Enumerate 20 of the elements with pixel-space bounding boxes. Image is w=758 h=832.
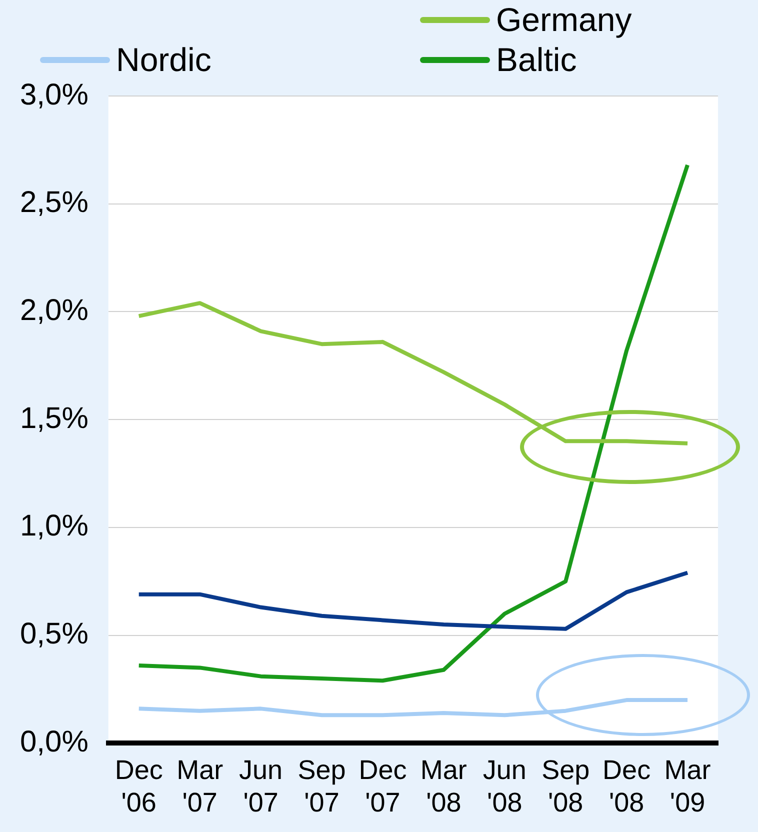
x-tick-label: Jun '07 <box>239 754 283 818</box>
y-tick-label: 3,0% <box>20 78 88 112</box>
x-tick-label: Sep '07 <box>298 754 346 818</box>
x-tick-label: Mar '07 <box>176 754 224 818</box>
x-tick-label: Jun '08 <box>482 754 526 818</box>
x-tick-label: Mar '08 <box>420 754 467 818</box>
y-tick-label: 1,5% <box>20 402 88 435</box>
x-tick-label: Dec '06 <box>114 754 163 818</box>
y-tick-label: 0,0% <box>20 725 88 758</box>
y-tick-label: 1,0% <box>20 510 88 543</box>
legend-label: Nordic <box>116 41 212 79</box>
legend-label: Baltic <box>496 41 577 79</box>
x-tick-label: Dec '08 <box>602 754 651 818</box>
y-tick-label: 0,5% <box>20 618 88 651</box>
x-tick-label: Mar '09 <box>664 754 711 818</box>
legend-label: Germany <box>496 1 632 39</box>
y-tick-label: 2,0% <box>20 294 88 327</box>
y-tick-label: 2,5% <box>20 186 88 220</box>
x-tick-label: Sep '08 <box>542 754 590 818</box>
x-tick-label: Dec '07 <box>358 754 407 818</box>
